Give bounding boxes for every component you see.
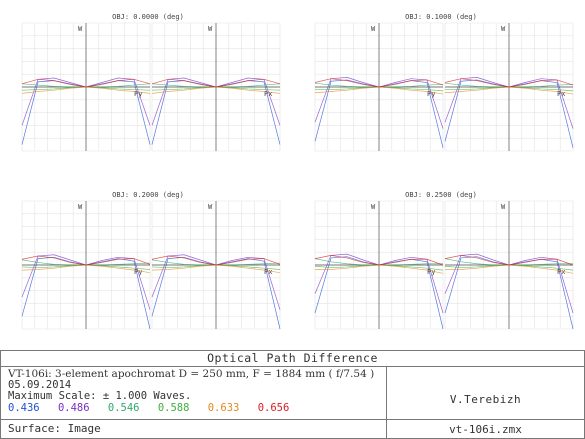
opd-curve xyxy=(444,78,574,88)
filename-box: vt-106i.zmx xyxy=(387,419,584,439)
x-axis-label: Py xyxy=(427,268,435,276)
surface-text: Surface: Image xyxy=(8,422,101,435)
wavelength-2: 0.486 xyxy=(57,402,90,414)
opd-curve xyxy=(314,255,444,266)
max-scale-text: Maximum Scale: ± 1.000 Waves. xyxy=(8,390,192,402)
x-axis-label: Px xyxy=(264,90,272,98)
y-axis-label: W xyxy=(501,203,506,211)
y-axis-label: W xyxy=(501,25,506,33)
opd-curve xyxy=(21,78,151,88)
system-description: VT-106i: 3-element apochromat D = 250 mm… xyxy=(8,368,375,380)
opd-curve xyxy=(151,255,281,266)
wavelength-6: 0.656 xyxy=(257,402,290,414)
wavelength-1: 0.436 xyxy=(8,402,40,414)
field-label: OBJ: 0.0000 (deg) xyxy=(112,13,184,21)
y-axis-label: W xyxy=(371,203,376,211)
surface-box: Surface: Image xyxy=(1,419,386,439)
x-axis-label: Py xyxy=(427,90,435,98)
y-axis-label: W xyxy=(78,25,83,33)
author-name: V.Terebizh xyxy=(449,393,522,406)
footer-author-panel: V.Terebizh vt-106i.zmx xyxy=(387,367,584,438)
wavelength-list: 0.436 0.486 0.546 0.588 0.633 0.656 xyxy=(8,402,301,414)
y-axis-label: W xyxy=(371,25,376,33)
x-axis-label: Px xyxy=(557,90,565,98)
x-axis-label: Px xyxy=(557,268,565,276)
field-label: OBJ: 0.2000 (deg) xyxy=(112,191,184,199)
footer-panel: Optical Path Difference VT-106i: 3-eleme… xyxy=(0,350,585,439)
field-label: OBJ: 0.2500 (deg) xyxy=(405,191,477,199)
y-axis-label: W xyxy=(78,203,83,211)
field-label: OBJ: 0.1000 (deg) xyxy=(405,13,477,21)
plot-area: OBJ: 0.0000 (deg) W Py W Px OBJ: 0.1000 (deg)… xyxy=(21,13,574,330)
wavelength-5: 0.633 xyxy=(207,402,240,414)
wavelength-3: 0.546 xyxy=(107,402,140,414)
opd-plots: OBJ: 0.0000 (deg) W Py W Px OBJ: 0.1000 (deg)… xyxy=(21,13,574,330)
opd-curve xyxy=(151,78,281,88)
y-axis-label: W xyxy=(208,203,213,211)
x-axis-label: Py xyxy=(134,90,142,98)
opd-curve xyxy=(21,255,151,266)
date-text: 05.09.2014 xyxy=(8,379,72,391)
y-axis-label: W xyxy=(208,25,213,33)
opd-curve xyxy=(314,78,444,88)
footer-title: Optical Path Difference xyxy=(1,351,584,367)
opd-curve xyxy=(444,255,574,266)
wavelength-4: 0.588 xyxy=(157,402,190,414)
footer-description-panel: VT-106i: 3-element apochromat D = 250 mm… xyxy=(1,367,387,438)
